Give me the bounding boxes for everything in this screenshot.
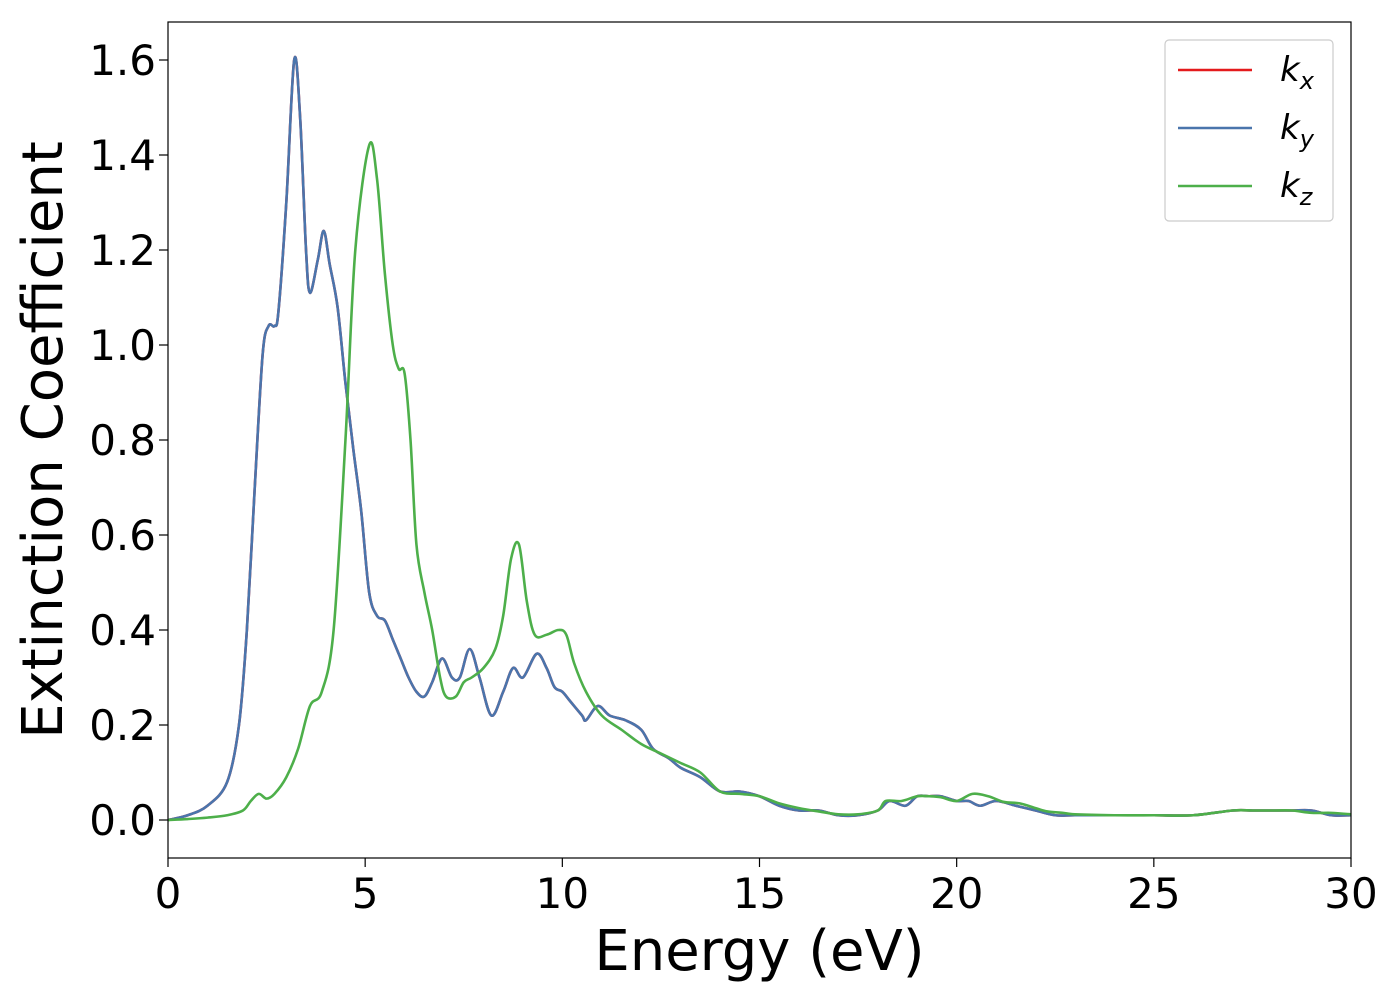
y-tick-label: 0.6 [89,511,156,560]
x-tick-label: 0 [155,869,182,918]
legend-item-z: kz [1178,166,1314,211]
legend-label-base: k [1280,108,1301,148]
series-line-y [168,55,1351,822]
y-tick-label: 0.2 [89,701,156,750]
series-layer [168,55,1351,822]
y-tick-label: 1.0 [89,321,156,370]
x-tick-label: 30 [1324,869,1377,918]
legend-item-y: ky [1178,108,1315,153]
y-tick-label: 1.6 [89,36,156,85]
legend-label-subscript: y [1299,125,1315,153]
y-axis: 0.0 0.2 0.4 0.6 0.8 1.0 1.2 1.4 1.6 [89,36,168,845]
x-tick-label: 5 [352,869,379,918]
legend-label-base: k [1280,50,1301,90]
legend-label: kx [1280,50,1315,95]
x-axis-label: Energy (eV) [594,919,924,984]
x-tick-label: 25 [1127,869,1180,918]
legend-label: ky [1280,108,1315,153]
legend-label-subscript: x [1299,67,1315,95]
y-tick-label: 0.8 [89,416,156,465]
y-tick-label: 0.0 [89,796,156,845]
legend-label-base: k [1280,166,1301,206]
y-tick-label: 0.4 [89,606,156,655]
y-tick-label: 1.2 [89,226,156,275]
legend-box [1164,39,1334,222]
y-axis-label: Extinction Coefficient [11,141,76,739]
y-tick-label: 1.4 [89,131,156,180]
x-tick-label: 15 [733,869,786,918]
x-tick-label: 10 [536,869,589,918]
legend-label: kz [1280,166,1314,211]
x-tick-label: 20 [930,869,983,918]
series-line-z [168,141,1351,822]
legend-item-x: kx [1178,50,1315,95]
x-axis: 0 5 10 15 20 25 30 [155,858,1378,918]
legend-label-subscript: z [1299,183,1314,211]
